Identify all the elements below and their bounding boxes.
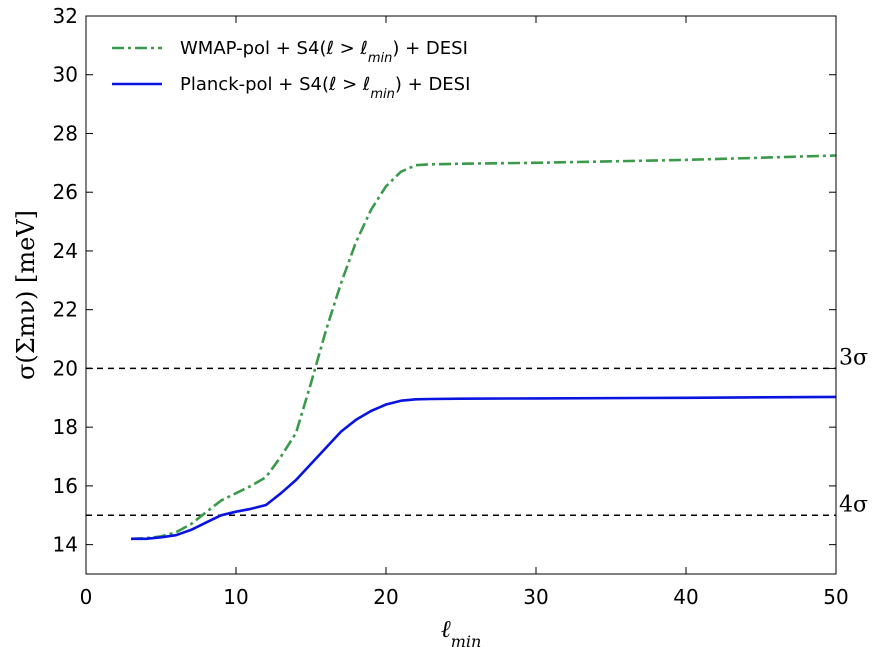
y-tick-label: 20	[53, 356, 78, 380]
y-tick-label: 24	[53, 239, 78, 263]
legend-label-main: Planck-pol + S4(ℓ > ℓ	[180, 74, 370, 95]
x-tick-label: 10	[223, 585, 248, 609]
axis-ticks	[85, 15, 837, 574]
legend-label-sub: min	[370, 87, 395, 102]
legend-label-end: ) + DESI	[395, 74, 471, 95]
reference-label: 4σ	[839, 492, 868, 517]
x-axis-title-sub: min	[451, 632, 482, 647]
x-tick-label: 30	[523, 585, 548, 609]
legend-label-sub: min	[368, 51, 393, 66]
legend: WMAP-pol + S4(ℓ > ℓmin) + DESIPlanck-pol…	[112, 38, 470, 102]
y-tick-label: 32	[53, 4, 78, 28]
y-tick-label: 22	[53, 298, 78, 322]
reference-labels: 3σ 4σ	[839, 345, 868, 517]
legend-label-main: WMAP-pol + S4(ℓ > ℓ	[180, 38, 368, 59]
x-axis-title: ℓmin	[441, 615, 482, 647]
x-tick-label: 50	[823, 585, 848, 609]
y-tick-label: 18	[53, 415, 78, 439]
x-axis-title-main: ℓ	[441, 615, 451, 643]
reference-label: 3σ	[839, 345, 868, 370]
x-tick-label: 40	[673, 585, 698, 609]
legend-label: Planck-pol + S4(ℓ > ℓmin) + DESI	[180, 74, 470, 102]
series-layer	[130, 154, 837, 541]
series-line	[130, 154, 837, 541]
legend-label-end: ) + DESI	[392, 38, 468, 59]
y-tick-label: 28	[53, 121, 78, 145]
y-axis-title: σ(Σmν) [meV]	[12, 210, 40, 380]
x-tick-label: 20	[373, 585, 398, 609]
y-tick-label: 26	[53, 180, 78, 204]
plot-frame	[85, 15, 837, 575]
y-tick-label: 14	[53, 533, 78, 557]
y-tick-label: 16	[53, 474, 78, 498]
y-tick-label: 30	[53, 63, 78, 87]
legend-label: WMAP-pol + S4(ℓ > ℓmin) + DESI	[180, 38, 468, 66]
reference-lines	[86, 367, 836, 517]
series-line	[131, 395, 837, 541]
x-tick-label: 0	[80, 585, 93, 609]
axis-tick-labels: 0 10 20 30 40 50 14 16 18 20 22 24 26 28 30 32	[53, 4, 849, 609]
